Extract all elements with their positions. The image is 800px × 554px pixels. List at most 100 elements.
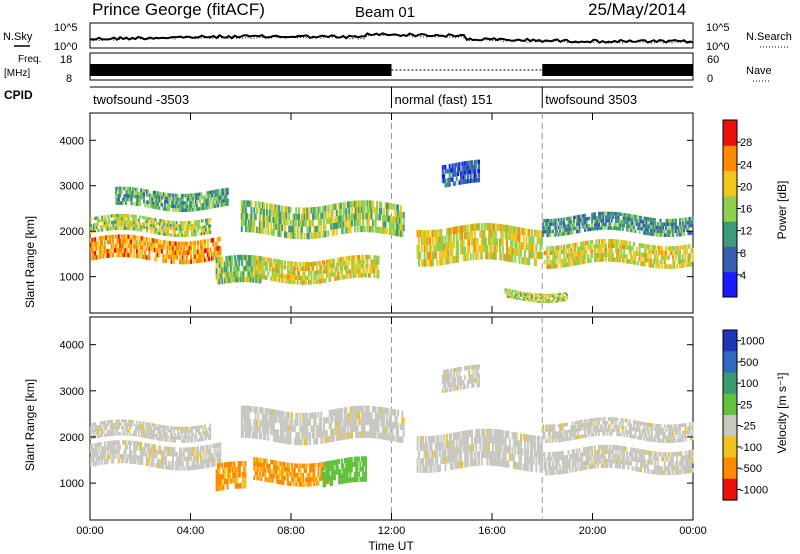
echo-cell	[430, 465, 433, 473]
echo-cell	[202, 445, 205, 451]
echo-cell	[217, 250, 220, 255]
echo-cell	[145, 461, 148, 466]
echo-cell	[313, 270, 316, 276]
echo-cell	[507, 247, 510, 255]
echo-cell	[198, 428, 200, 432]
echo-cell	[202, 253, 205, 258]
echo-cell	[556, 254, 559, 260]
echo-cell	[398, 217, 401, 224]
echo-cell	[144, 442, 147, 448]
echo-cell	[359, 219, 362, 226]
echo-cell	[455, 432, 458, 440]
echo-cell	[427, 259, 430, 267]
echo-cell	[447, 235, 450, 243]
echo-cell	[192, 241, 195, 246]
echo-cell	[246, 405, 249, 413]
echo-cell	[178, 230, 181, 234]
echo-cell	[330, 435, 333, 443]
echo-cell	[672, 264, 675, 269]
echo-cell	[175, 204, 178, 209]
echo-cell	[208, 463, 211, 468]
echo-cell	[688, 216, 691, 221]
echo-cell	[378, 406, 381, 414]
echo-cell	[540, 237, 543, 245]
echo-cell	[577, 255, 580, 261]
echo-cell	[288, 467, 291, 472]
echo-cell	[627, 224, 630, 229]
echo-cell	[646, 244, 649, 249]
echo-cell	[376, 425, 379, 433]
echo-cell	[285, 231, 288, 239]
echo-cell	[655, 229, 658, 233]
echo-cell	[660, 250, 663, 256]
echo-cell	[648, 224, 651, 229]
echo-cell	[307, 482, 310, 487]
echo-cell	[267, 477, 270, 483]
echo-cell	[243, 200, 246, 207]
echo-cell	[112, 432, 115, 436]
echo-cell	[472, 245, 475, 253]
echo-cell	[243, 425, 246, 432]
echo-cell	[90, 429, 92, 433]
echo-cell	[209, 224, 212, 228]
echo-cell	[458, 180, 461, 185]
echo-cell	[649, 263, 652, 268]
echo-cell	[288, 431, 291, 438]
echo-cell	[320, 269, 323, 275]
echo-cell	[137, 218, 140, 222]
echo-cell	[359, 418, 362, 426]
echo-cell	[326, 476, 329, 482]
echo-cell	[182, 193, 185, 198]
echo-cell	[504, 224, 507, 233]
echo-cell	[684, 249, 687, 254]
echo-cell	[265, 266, 268, 271]
echo-cell	[321, 430, 324, 438]
echo-cell	[436, 464, 439, 473]
echo-cell	[426, 230, 429, 238]
echo-cell	[621, 216, 624, 220]
echo-cell	[202, 239, 205, 245]
echo-cell	[450, 440, 453, 448]
echo-cell	[395, 223, 398, 230]
echo-cell	[621, 240, 624, 245]
echo-cell	[101, 225, 104, 229]
echo-cell	[554, 250, 557, 255]
echo-cell	[215, 251, 218, 256]
echo-cell	[164, 199, 166, 204]
echo-cell	[366, 213, 369, 220]
echo-cell	[665, 250, 668, 256]
echo-cell	[443, 449, 446, 457]
echo-cell	[399, 230, 402, 237]
echo-cell	[215, 443, 218, 448]
echo-cell	[115, 429, 118, 433]
echo-cell	[348, 457, 350, 463]
echo-cell	[552, 299, 554, 301]
echo-cell	[380, 208, 383, 215]
echo-cell	[450, 227, 453, 235]
echo-cell	[567, 257, 570, 263]
echo-cell	[387, 421, 390, 428]
echo-cell	[419, 230, 422, 238]
echo-cell	[281, 264, 284, 270]
echo-cell	[450, 447, 453, 456]
echo-cell	[542, 295, 545, 298]
echo-cell	[626, 258, 628, 264]
echo-cell	[176, 224, 179, 228]
echo-cell	[270, 262, 273, 268]
echo-cell	[286, 411, 289, 419]
echo-cell	[110, 253, 113, 258]
echo-cell	[219, 245, 222, 251]
echo-cell	[298, 477, 300, 483]
echo-cell	[543, 218, 546, 223]
echo-cell	[200, 192, 203, 196]
echo-cell	[603, 211, 606, 216]
echo-cell	[261, 407, 264, 414]
echo-cell	[522, 228, 525, 236]
echo-cell	[638, 242, 641, 248]
echo-cell	[147, 457, 149, 462]
ytick-label: 3000	[60, 181, 84, 193]
echo-cell	[672, 226, 675, 230]
echo-cell	[540, 295, 543, 298]
echo-cell	[330, 268, 333, 273]
echo-cell	[206, 463, 209, 468]
